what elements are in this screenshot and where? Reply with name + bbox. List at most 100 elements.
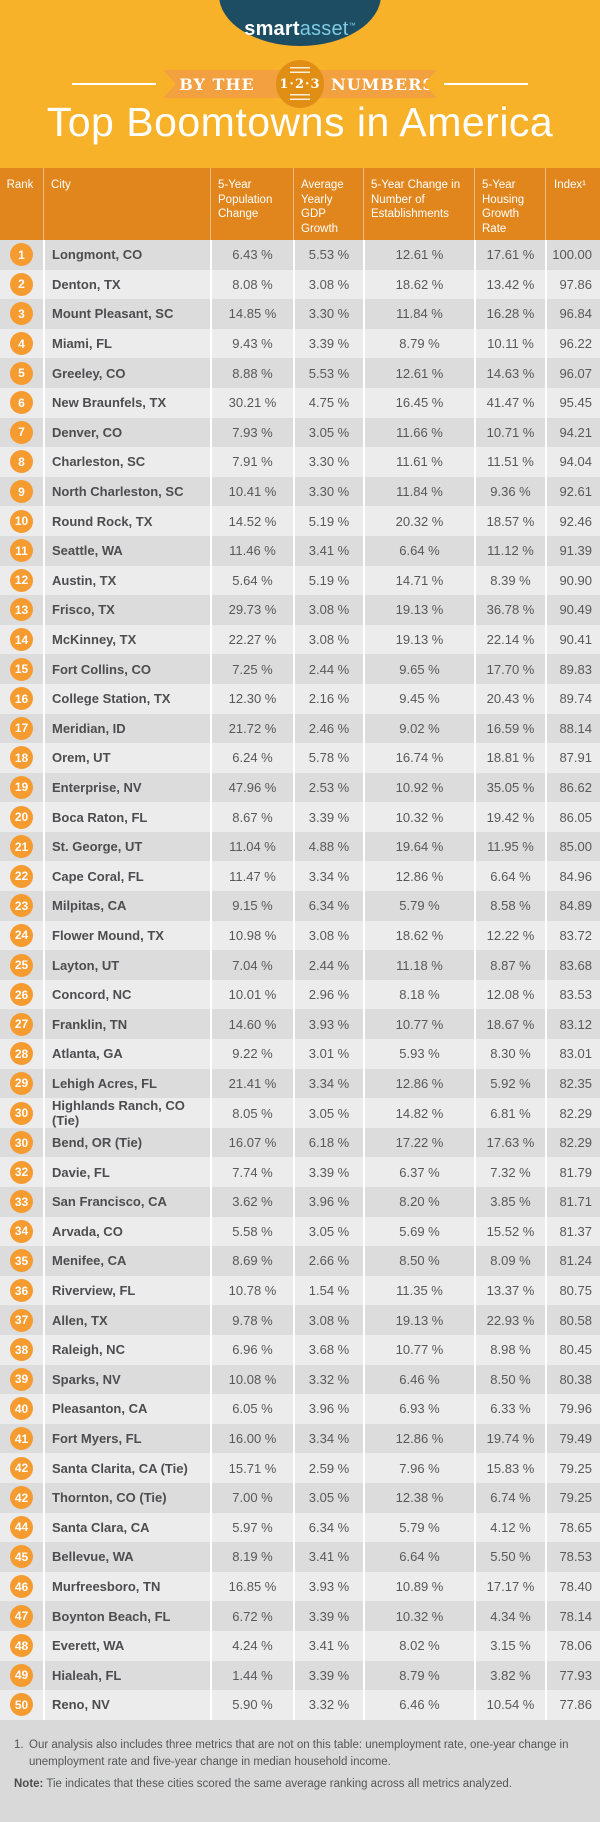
rank-badge: 27 [10,1012,33,1036]
establishments-change-cell: 6.64 % [363,1542,474,1572]
rank-badge: 17 [10,716,33,740]
housing-growth-cell: 17.17 % [474,1571,545,1602]
rank-badge: 14 [10,628,33,652]
housing-growth-cell: 10.71 % [474,417,545,448]
housing-growth-cell: 15.83 % [474,1453,545,1483]
table-row: 23 Milpitas, CA 9.15 % 6.34 % 5.79 % 8.58 % 84… [0,891,600,921]
city-cell: College Station, TX [43,683,210,714]
population-change-cell: 6.72 % [210,1601,293,1631]
rank-badge: 5 [10,361,33,385]
column-header-index: Index¹ [545,168,600,240]
population-change-cell: 9.43 % [210,328,293,359]
city-cell: Boynton Beach, FL [43,1601,210,1631]
housing-growth-cell: 4.34 % [474,1601,545,1631]
population-change-cell: 29.73 % [210,595,293,625]
table-row: 50 Reno, NV 5.90 % 3.32 % 6.46 % 10.54 % 77.86 [0,1690,600,1720]
gdp-growth-cell: 3.39 % [293,1601,363,1631]
rank-cell: 5 [0,358,43,388]
rank-cell: 22 [0,861,43,892]
city-cell: Allen, TX [43,1305,210,1335]
rank-badge: 40 [10,1397,33,1421]
city-cell: Hialeah, FL [43,1660,210,1691]
rank-badge: 15 [10,657,33,681]
index-cell: 94.21 [545,417,600,448]
index-cell: 95.45 [545,387,600,418]
city-cell: Round Rock, TX [43,506,210,536]
population-change-cell: 7.00 % [210,1482,293,1513]
establishments-change-cell: 12.61 % [363,240,474,270]
table-row: 25 Layton, UT 7.04 % 2.44 % 11.18 % 8.87 % 83.… [0,950,600,980]
establishments-change-cell: 18.62 % [363,920,474,951]
footnote-1-text: Our analysis also includes three metrics… [29,1738,569,1768]
table-row: 24 Flower Mound, TX 10.98 % 3.08 % 18.62 % 12… [0,920,600,951]
rank-badge: 42 [10,1456,33,1480]
population-change-cell: 8.19 % [210,1542,293,1572]
rank-badge: 16 [10,687,33,711]
housing-growth-cell: 9.36 % [474,476,545,507]
table-row: 30 Bend, OR (Tie) 16.07 % 6.18 % 17.22 % 17.6… [0,1127,600,1158]
index-cell: 81.79 [545,1157,600,1187]
city-cell: Sparks, NV [43,1364,210,1395]
city-cell: Boca Raton, FL [43,802,210,832]
population-change-cell: 21.41 % [210,1068,293,1099]
rank-cell: 16 [0,683,43,714]
rank-cell: 48 [0,1630,43,1661]
rank-badge: 12 [10,568,33,592]
establishments-change-cell: 19.13 % [363,624,474,655]
table-row: 8 Charleston, SC 7.91 % 3.30 % 11.61 % 11.51 … [0,447,600,477]
population-change-cell: 10.78 % [210,1275,293,1306]
establishments-change-cell: 6.37 % [363,1157,474,1187]
banner-123-badge: 1·2·3 [276,60,324,108]
establishments-change-cell: 6.46 % [363,1364,474,1395]
city-cell: Arvada, CO [43,1216,210,1247]
table-row: 48 Everett, WA 4.24 % 3.41 % 8.02 % 3.15 % 78.… [0,1630,600,1661]
rank-cell: 6 [0,387,43,418]
table-row: 10 Round Rock, TX 14.52 % 5.19 % 20.32 % 18.5… [0,506,600,536]
rank-cell: 46 [0,1571,43,1602]
population-change-cell: 6.05 % [210,1394,293,1424]
table-row: 46 Murfreesboro, TN 16.85 % 3.93 % 10.89 % 17… [0,1571,600,1602]
index-cell: 82.35 [545,1068,600,1099]
city-cell: Denton, TX [43,269,210,300]
housing-growth-cell: 19.74 % [474,1423,545,1454]
city-cell: Riverview, FL [43,1275,210,1306]
column-header-population-change: 5-Year Population Change [210,168,293,240]
table-row: 19 Enterprise, NV 47.96 % 2.53 % 10.92 % 35.0… [0,772,600,803]
establishments-change-cell: 5.79 % [363,891,474,921]
index-cell: 83.12 [545,1009,600,1040]
gdp-growth-cell: 3.39 % [293,802,363,832]
banner-line-right [444,83,528,85]
rank-badge: 9 [10,480,33,504]
establishments-change-cell: 9.45 % [363,683,474,714]
population-change-cell: 11.46 % [210,535,293,566]
city-cell: Davie, FL [43,1157,210,1187]
population-change-cell: 5.58 % [210,1216,293,1247]
population-change-cell: 11.04 % [210,831,293,862]
establishments-change-cell: 20.32 % [363,506,474,536]
index-cell: 80.75 [545,1275,600,1306]
index-cell: 77.86 [545,1690,600,1720]
establishments-change-cell: 14.82 % [363,1098,474,1128]
establishments-change-cell: 12.86 % [363,861,474,892]
establishments-change-cell: 16.45 % [363,387,474,418]
rank-badge: 29 [10,1071,33,1095]
gdp-growth-cell: 3.93 % [293,1571,363,1602]
population-change-cell: 9.22 % [210,1039,293,1069]
rank-cell: 8 [0,447,43,477]
table-row: 20 Boca Raton, FL 8.67 % 3.39 % 10.32 % 19.42… [0,802,600,832]
rank-cell: 12 [0,565,43,596]
rank-badge: 7 [10,420,33,444]
gdp-growth-cell: 5.19 % [293,506,363,536]
gdp-growth-cell: 3.68 % [293,1334,363,1365]
gdp-growth-cell: 3.05 % [293,1482,363,1513]
table-row: 42 Thornton, CO (Tie) 7.00 % 3.05 % 12.38 % 6… [0,1482,600,1513]
population-change-cell: 8.05 % [210,1098,293,1128]
footnote-tie-label: Note: [14,1778,44,1791]
index-cell: 79.49 [545,1423,600,1454]
gdp-growth-cell: 3.39 % [293,328,363,359]
establishments-change-cell: 10.89 % [363,1571,474,1602]
population-change-cell: 14.60 % [210,1009,293,1040]
establishments-change-cell: 8.50 % [363,1246,474,1276]
establishments-change-cell: 8.20 % [363,1187,474,1217]
rank-cell: 29 [0,1068,43,1099]
